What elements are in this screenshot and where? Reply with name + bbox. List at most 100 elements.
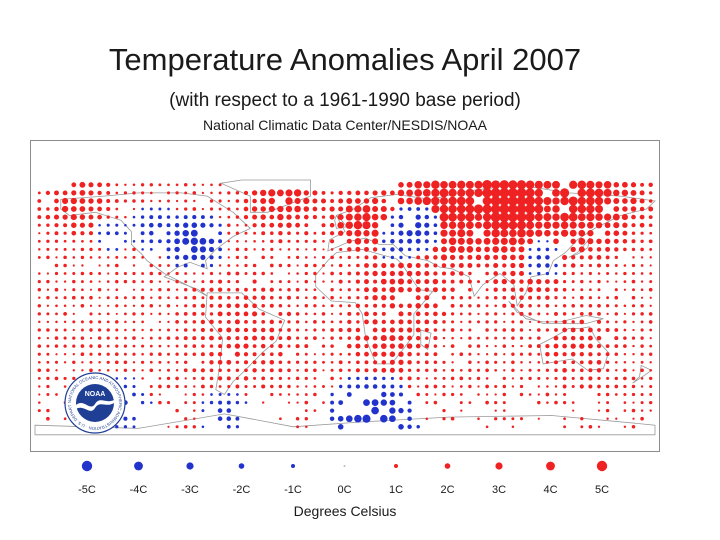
warm-anomaly-dot	[511, 368, 515, 372]
warm-anomaly-dot	[63, 263, 67, 268]
warm-anomaly-dot	[209, 303, 214, 308]
warm-anomaly-dot	[339, 288, 343, 292]
warm-anomaly-dot	[465, 188, 475, 198]
warm-anomaly-dot	[304, 231, 309, 236]
warm-anomaly-dot	[424, 303, 430, 309]
warm-anomaly-dot	[519, 279, 524, 284]
warm-anomaly-dot	[141, 304, 145, 308]
warm-anomaly-dot	[494, 320, 498, 324]
warm-anomaly-dot	[639, 198, 645, 204]
cold-anomaly-dot	[190, 237, 198, 245]
warm-anomaly-dot	[167, 264, 170, 267]
warm-anomaly-dot	[433, 360, 438, 365]
warm-anomaly-dot	[537, 360, 541, 364]
warm-anomaly-dot	[648, 199, 653, 203]
warm-anomaly-dot	[425, 393, 429, 396]
cold-anomaly-dot	[399, 255, 403, 260]
warm-anomaly-dot	[71, 182, 77, 188]
warm-anomaly-dot	[278, 376, 282, 380]
warm-anomaly-dot	[192, 392, 196, 397]
warm-anomaly-dot	[312, 190, 318, 196]
warm-anomaly-dot	[613, 238, 619, 244]
warm-anomaly-dot	[588, 368, 593, 373]
legend-label: 1C	[388, 484, 404, 496]
warm-anomaly-dot	[227, 264, 231, 267]
warm-anomaly-dot	[390, 190, 395, 196]
warm-anomaly-dot	[244, 247, 248, 252]
warm-anomaly-dot	[235, 376, 239, 380]
warm-anomaly-dot	[79, 206, 86, 212]
warm-anomaly-dot	[227, 288, 231, 292]
warm-anomaly-dot	[364, 263, 369, 268]
warm-anomaly-dot	[389, 295, 395, 301]
warm-anomaly-dot	[640, 231, 644, 235]
cold-anomaly-dot	[355, 384, 361, 389]
warm-anomaly-dot	[295, 214, 301, 220]
warm-anomaly-dot	[321, 320, 326, 324]
warm-anomaly-dot	[631, 295, 636, 300]
cold-anomaly-dot	[199, 237, 207, 245]
warm-anomaly-dot	[553, 343, 559, 349]
warm-anomaly-dot	[511, 385, 515, 388]
warm-anomaly-dot	[261, 247, 265, 251]
warm-anomaly-dot	[433, 336, 438, 341]
warm-anomaly-dot	[406, 327, 413, 333]
warm-anomaly-dot	[534, 180, 543, 189]
warm-anomaly-dot	[459, 352, 464, 357]
warm-anomaly-dot	[339, 352, 343, 356]
warm-anomaly-dot	[304, 352, 308, 356]
warm-anomaly-dot	[261, 271, 265, 276]
warm-anomaly-dot	[415, 287, 421, 293]
warm-anomaly-dot	[270, 239, 274, 244]
warm-anomaly-dot	[132, 288, 136, 291]
warm-anomaly-dot	[415, 270, 421, 277]
warm-anomaly-dot	[184, 288, 188, 292]
warm-anomaly-dot	[313, 368, 317, 373]
warm-anomaly-dot	[649, 393, 653, 396]
warm-anomaly-dot	[63, 376, 67, 380]
warm-anomaly-dot	[244, 384, 248, 389]
warm-anomaly-dot	[485, 312, 489, 316]
warm-anomaly-dot	[364, 287, 369, 293]
legend-dot--1C	[291, 464, 295, 468]
warm-anomaly-dot	[485, 368, 489, 373]
warm-anomaly-dot	[433, 255, 438, 260]
warm-anomaly-dot	[235, 384, 240, 389]
warm-anomaly-dot	[192, 311, 197, 316]
warm-anomaly-dot	[448, 188, 457, 197]
warm-anomaly-dot	[525, 196, 536, 206]
warm-anomaly-dot	[568, 212, 578, 222]
warm-anomaly-dot	[640, 272, 644, 275]
warm-anomaly-dot	[330, 271, 334, 276]
warm-anomaly-dot	[209, 271, 214, 276]
warm-anomaly-dot	[80, 296, 84, 300]
warm-anomaly-dot	[287, 263, 291, 268]
warm-anomaly-dot	[235, 247, 240, 252]
warm-anomaly-dot	[106, 352, 110, 356]
cold-anomaly-dot	[191, 222, 198, 228]
cold-anomaly-dot	[115, 247, 119, 251]
warm-anomaly-dot	[640, 409, 644, 412]
warm-anomaly-dot	[218, 207, 222, 211]
warm-anomaly-dot	[209, 279, 214, 284]
warm-anomaly-dot	[313, 320, 317, 324]
warm-anomaly-dot	[106, 369, 110, 372]
warm-anomaly-dot	[451, 385, 454, 388]
warm-anomaly-dot	[312, 206, 318, 212]
warm-anomaly-dot	[295, 320, 300, 324]
warm-anomaly-dot	[516, 212, 527, 222]
warm-anomaly-dot	[500, 237, 508, 245]
warm-anomaly-dot	[502, 328, 507, 332]
warm-anomaly-dot	[330, 239, 335, 244]
warm-anomaly-dot	[466, 221, 474, 230]
warm-anomaly-dot	[448, 204, 457, 214]
warm-anomaly-dot	[201, 183, 205, 187]
warm-anomaly-dot	[562, 263, 567, 268]
warm-anomaly-dot	[580, 304, 584, 308]
warm-anomaly-dot	[381, 311, 386, 316]
warm-anomaly-dot	[330, 368, 334, 372]
cold-anomaly-dot	[149, 247, 153, 251]
warm-anomaly-dot	[63, 280, 67, 283]
warm-anomaly-dot	[398, 319, 404, 325]
warm-anomaly-dot	[167, 344, 170, 348]
